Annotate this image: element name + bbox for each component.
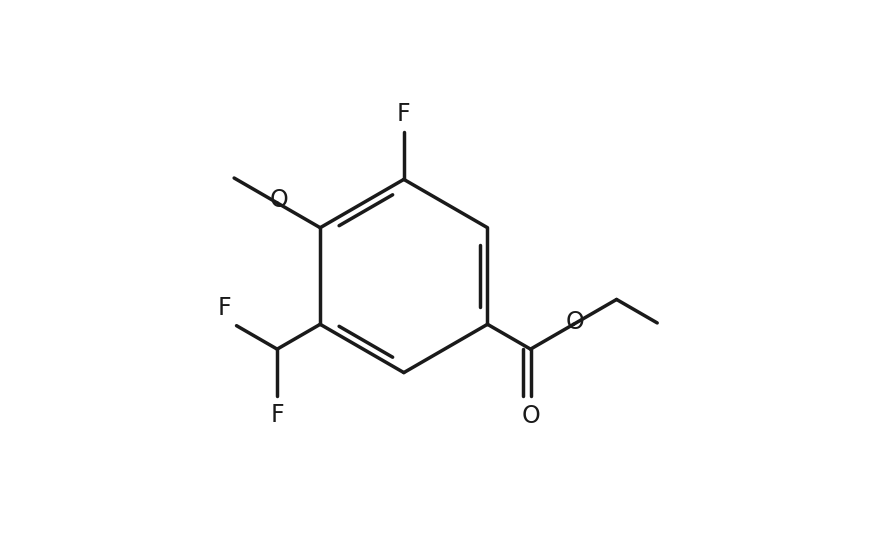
Text: O: O (566, 310, 584, 333)
Text: F: F (397, 102, 410, 126)
Text: F: F (271, 403, 284, 427)
Text: F: F (218, 296, 231, 320)
Text: O: O (521, 404, 540, 428)
Text: O: O (270, 188, 289, 212)
